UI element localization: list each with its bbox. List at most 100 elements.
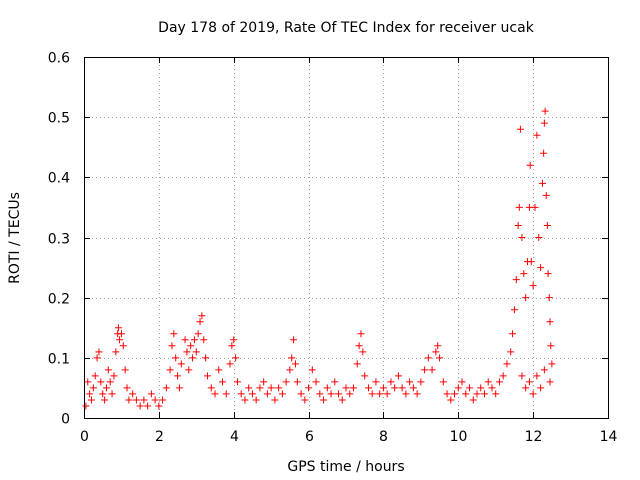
data-point <box>540 366 548 374</box>
data-point <box>346 390 354 398</box>
y-tick-label: 0.5 <box>48 111 70 127</box>
data-point <box>260 378 268 386</box>
data-point <box>541 107 549 115</box>
data-point <box>147 390 155 398</box>
data-point <box>495 378 503 386</box>
data-point <box>469 396 477 404</box>
data-point <box>144 402 152 410</box>
data-point <box>175 384 183 392</box>
data-point <box>129 390 137 398</box>
x-tick-label: 0 <box>80 429 89 445</box>
data-point <box>106 378 114 386</box>
data-point <box>533 131 541 139</box>
data-point <box>406 378 414 386</box>
data-point <box>526 161 534 169</box>
data-point <box>364 384 372 392</box>
data-point <box>492 390 500 398</box>
y-tick-label: 0.3 <box>48 232 70 248</box>
x-axis-label: GPS time / hours <box>287 459 404 475</box>
data-point <box>525 378 533 386</box>
data-point <box>172 354 180 362</box>
data-point <box>413 390 421 398</box>
data-point <box>125 396 133 404</box>
data-point <box>116 336 124 344</box>
data-point <box>278 390 286 398</box>
data-point <box>230 336 238 344</box>
data-point <box>196 318 204 326</box>
x-tick-label: 12 <box>525 429 543 445</box>
data-point <box>155 402 163 410</box>
data-point <box>383 390 391 398</box>
data-point <box>286 366 294 374</box>
data-point <box>451 390 459 398</box>
data-point <box>473 390 481 398</box>
data-point <box>245 384 253 392</box>
data-point <box>89 384 97 392</box>
data-point <box>185 366 193 374</box>
data-point <box>439 378 447 386</box>
data-point <box>507 348 515 356</box>
data-point <box>428 366 436 374</box>
data-point <box>402 390 410 398</box>
data-point <box>183 348 191 356</box>
y-axis-label: ROTI / TECUs <box>7 192 23 284</box>
data-point <box>293 378 301 386</box>
data-point <box>267 384 275 392</box>
data-point <box>533 372 541 380</box>
x-tick-label: 2 <box>155 429 164 445</box>
data-point <box>499 372 507 380</box>
data-point <box>359 348 367 356</box>
data-point <box>215 366 223 374</box>
data-point <box>226 360 234 368</box>
data-point <box>447 396 455 404</box>
data-point <box>288 354 296 362</box>
data-point <box>398 384 406 392</box>
data-point <box>417 378 425 386</box>
x-tick-label: 14 <box>600 429 618 445</box>
data-point <box>222 390 230 398</box>
data-point <box>535 234 543 241</box>
data-point <box>84 378 92 386</box>
data-point <box>202 354 210 362</box>
data-point <box>546 318 554 326</box>
data-point <box>121 366 129 374</box>
y-tick-label: 0.1 <box>48 352 70 368</box>
data-point <box>462 390 470 398</box>
data-point <box>342 384 350 392</box>
data-point <box>520 270 528 278</box>
data-point <box>87 396 95 404</box>
data-point <box>421 366 429 374</box>
data-point <box>282 378 290 386</box>
data-point <box>256 384 264 392</box>
data-point <box>542 191 550 199</box>
data-point <box>372 378 380 386</box>
data-point <box>320 396 328 404</box>
data-point <box>162 384 170 392</box>
data-point <box>170 330 178 338</box>
data-point <box>305 384 313 392</box>
data-point <box>409 384 417 392</box>
data-point <box>477 384 485 392</box>
data-point <box>104 366 112 374</box>
data-point <box>312 378 320 386</box>
data-point <box>394 372 402 380</box>
data-point <box>522 384 530 392</box>
data-point <box>537 264 545 272</box>
data-point <box>301 396 309 404</box>
data-point <box>547 342 555 350</box>
data-point <box>93 354 101 362</box>
data-point <box>132 396 140 404</box>
data-point <box>512 276 520 284</box>
data-point <box>166 366 174 374</box>
data-point <box>516 125 524 133</box>
data-point <box>518 372 526 380</box>
data-point <box>194 330 202 338</box>
data-point <box>190 336 198 344</box>
data-point <box>537 384 545 392</box>
data-point <box>189 354 197 362</box>
data-point <box>368 390 376 398</box>
data-point <box>379 384 387 392</box>
x-tick-labels: 0 2 4 6 8 10 12 14 <box>80 429 617 445</box>
data-point <box>357 330 365 338</box>
data-point <box>391 384 399 392</box>
